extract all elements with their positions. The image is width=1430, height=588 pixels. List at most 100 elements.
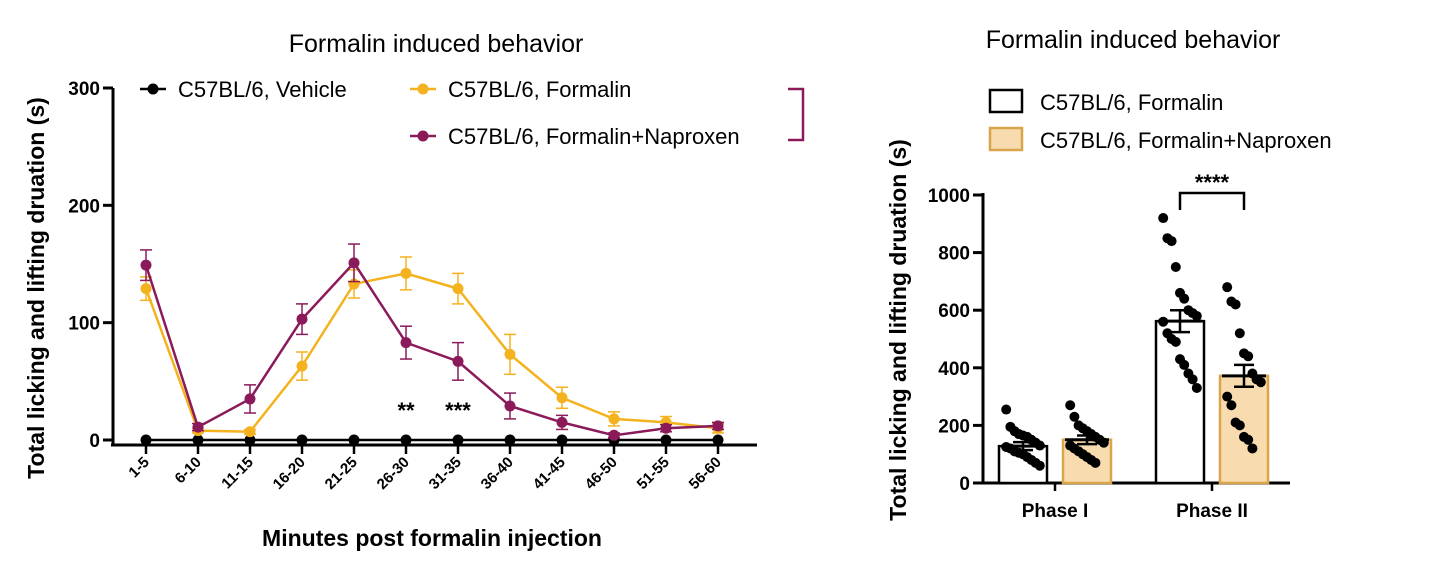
y-tick-label: 200 [68,196,100,217]
x-tick-label: 1-5 [125,454,152,481]
legend-label: C57BL/6, Formalin [448,77,631,102]
significance-bracket [1178,191,1246,210]
series-line [144,272,719,434]
data-point [296,434,308,446]
y-tick-label: 400 [938,359,970,380]
data-point [1243,434,1254,445]
bar-chart-ylabel: Total licking and lifting druation (s) [885,139,911,521]
data-point [1234,420,1245,431]
data-point [1226,400,1237,411]
data-point [1001,404,1012,415]
data-point [1065,400,1076,411]
data-point [504,348,516,360]
data-point [712,434,724,446]
data-point [1034,460,1045,471]
data-point [608,429,620,441]
data-point [1069,411,1080,422]
x-tick-label: Phase I [1022,501,1089,522]
data-point [1179,293,1190,304]
x-tick-label: 11-15 [218,454,257,493]
legend-label: C57BL/6, Vehicle [178,77,347,102]
x-tick-label: 6-10 [172,454,205,487]
data-point [1234,328,1245,339]
y-tick-label: 300 [68,79,100,100]
data-point [348,434,360,446]
data-point [1255,377,1266,388]
y-tick-label: 100 [68,314,100,335]
y-tick-label: 800 [938,244,970,265]
x-tick-label: Phase II [1176,501,1248,522]
legend-marker [417,130,429,142]
x-tick-label: 51-55 [634,454,673,493]
y-tick-label: 1000 [928,186,970,207]
data-point [1170,262,1181,272]
data-point [556,434,568,446]
series-1 [1061,282,1270,485]
series-line [144,260,719,437]
series-2 [140,243,724,441]
bar-chart-title: Formalin induced behavior [986,26,1281,54]
legend-marker [417,83,429,95]
significance-label: **** [1195,170,1230,195]
data-point [660,434,672,446]
data-point [1090,457,1101,468]
data-point [1187,374,1198,385]
data-point [1222,282,1233,293]
data-point [400,434,412,446]
data-point [244,426,256,438]
data-point [1191,382,1202,393]
line-chart-xlabel: Minutes post formalin injection [262,525,602,551]
data-point [504,434,516,446]
data-point [400,337,412,349]
x-tick-label: 26-30 [374,454,413,493]
data-point [556,392,568,404]
data-point [608,413,620,425]
data-point [296,360,308,372]
data-point [1166,236,1177,247]
data-point [192,421,204,433]
legend-swatch [988,126,1024,152]
data-point [1191,310,1202,321]
line-chart-ylabel: Total licking and lifting druation (s) [23,97,49,479]
line-chart-title: Formalin induced behavior [289,30,584,58]
x-tick-label: 56-60 [686,454,725,493]
significance-label: *** [445,398,471,423]
data-point [140,434,152,446]
data-point [244,393,256,405]
data-point [140,259,152,271]
data-point [504,400,516,412]
legend-swatch [988,88,1024,114]
series-0 [140,434,724,446]
x-tick-label: 16-20 [270,454,309,493]
data-point [452,283,464,295]
data-point [1158,213,1169,224]
y-tick-label: 600 [938,301,970,322]
data-point [1247,443,1258,454]
x-tick-label: 41-45 [530,454,569,493]
data-point [1230,299,1241,310]
data-point [244,434,256,446]
x-tick-label: 36-40 [478,454,517,493]
legend-bracket [788,87,805,142]
data-point [712,420,724,432]
significance-label: ** [397,398,415,423]
data-point [400,267,412,279]
data-point [1179,359,1190,370]
y-tick-label: 200 [938,416,970,437]
data-point [1170,336,1181,347]
data-point [140,283,152,295]
data-point [192,434,204,446]
y-tick-label: 0 [959,474,970,495]
data-point [452,355,464,367]
data-point [1243,351,1254,362]
data-point [660,422,672,434]
data-point [452,434,464,446]
data-point [1222,391,1233,402]
legend-label: C57BL/6, Formalin+Naproxen [1040,128,1332,153]
legend-label: C57BL/6, Formalin+Naproxen [448,124,740,149]
data-point [296,313,308,325]
data-point [348,257,360,269]
x-tick-label: 21-25 [322,454,361,493]
line-chart: 0 100 200 300 1-5 6-10 11-15 16-20 21-25 26-30 31-… [68,77,805,493]
